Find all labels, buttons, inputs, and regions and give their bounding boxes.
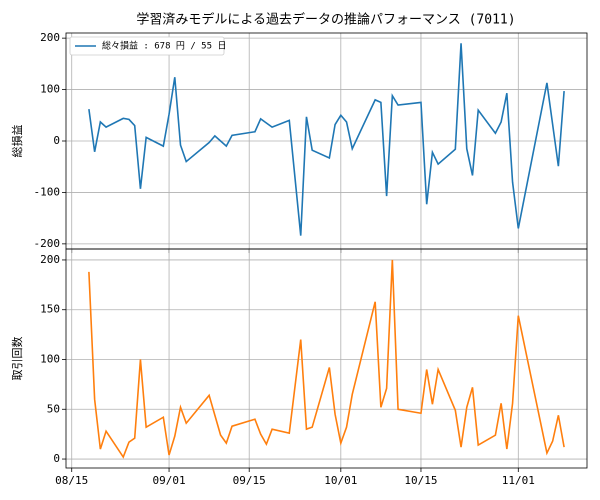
y-tick-label: 50 [47,402,60,415]
x-tick-label: 10/15 [404,474,437,487]
y-tick-label: 100 [40,352,60,365]
x-tick-label: 10/01 [324,474,357,487]
legend-box [69,36,225,56]
y-tick-label: -100 [34,185,61,198]
y-tick-label: 150 [40,303,60,316]
y-tick-label: -200 [34,237,61,250]
x-tick-label: 09/01 [152,474,185,487]
legend: 総々損益 : 678 円 / 55 日 [69,36,226,56]
y-axis-label: 取引回数 [10,337,24,381]
plot-frame [65,248,588,469]
data-line [88,43,565,236]
legend-label: 総々損益 : 678 円 / 55 日 [102,40,226,52]
y-tick-label: 0 [53,452,60,465]
chart-title: 学習済みモデルによる過去データの推論パフォーマンス (7011) [136,12,515,28]
data-line [88,259,565,459]
x-tick-label: 11/01 [502,474,535,487]
y-tick-label: 100 [40,83,60,96]
x-tick-label: 09/15 [233,474,266,487]
y-tick-label: 200 [40,253,60,266]
y-tick-label: 200 [40,31,60,44]
y-axis-label: 総損益 [10,125,24,158]
x-tick-label: 08/15 [55,474,88,487]
y-tick-label: 0 [53,134,60,147]
